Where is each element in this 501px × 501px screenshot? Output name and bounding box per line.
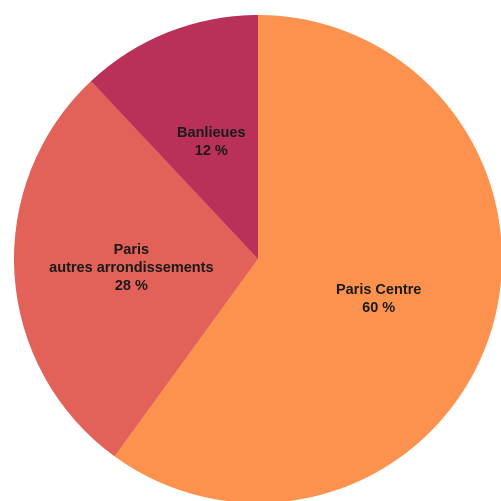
pie-label-paris-autres-arrondissements: Paris autres arrondissements 28 % <box>49 242 213 294</box>
pie-value-label: 60 % <box>362 300 395 316</box>
pie-label-banlieues: Banlieues 12 % <box>177 125 246 159</box>
pie-label-paris-centre: Paris Centre 60 % <box>336 282 421 316</box>
pie-category-label: Paris <box>114 242 149 258</box>
pie-value-label: 12 % <box>195 143 228 159</box>
pie-slices <box>13 14 501 501</box>
pie-category-label: autres arrondissements <box>49 260 213 276</box>
pie-category-label: Banlieues <box>177 125 246 141</box>
pie-slice-paris-centre <box>114 15 501 501</box>
pie-value-label: 28 % <box>115 278 148 294</box>
pie-slice-paris-autres-arrondissements <box>13 81 258 457</box>
pie-category-label: Paris Centre <box>336 282 421 298</box>
pie-labels: Paris Centre 60 % Paris autres arrondisseme… <box>49 125 421 316</box>
pie-slice-banlieues <box>90 14 258 259</box>
